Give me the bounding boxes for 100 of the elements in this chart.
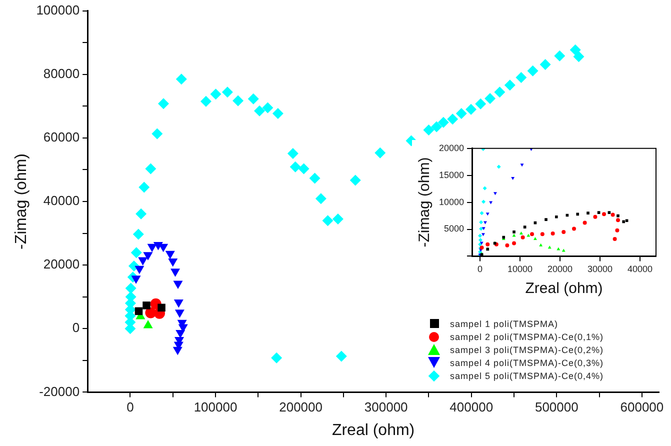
point <box>138 182 150 193</box>
point <box>530 232 534 236</box>
point <box>615 228 620 232</box>
point <box>625 219 628 222</box>
point <box>573 51 584 62</box>
point <box>550 232 555 236</box>
x-axis-title: Zreal (ohm) <box>332 422 415 439</box>
x-tick-label: 400000 <box>450 400 494 415</box>
point <box>616 214 620 218</box>
point <box>254 105 266 116</box>
point <box>481 233 485 236</box>
x-tick-label: 200000 <box>279 400 322 415</box>
point <box>544 218 548 221</box>
x-tick-label: 100000 <box>194 400 238 415</box>
point <box>582 220 587 225</box>
point <box>483 221 487 224</box>
point <box>315 193 326 204</box>
point <box>130 247 142 258</box>
point <box>516 72 527 84</box>
point <box>138 257 148 266</box>
point <box>555 215 558 218</box>
y-tick-label: 0 <box>72 320 80 336</box>
x-tick-label: 300000 <box>364 400 408 415</box>
point <box>482 186 487 190</box>
point <box>174 300 184 308</box>
x-tick-label: 20000 <box>548 264 573 274</box>
point <box>519 232 523 235</box>
point <box>512 230 516 234</box>
point <box>125 282 136 294</box>
point <box>200 96 212 107</box>
point <box>147 244 157 252</box>
point <box>210 88 222 100</box>
point <box>597 211 600 214</box>
point <box>548 246 552 249</box>
y-axis-title: -Zimag (ohm) <box>416 157 434 248</box>
y-tick-label: 10000 <box>438 196 464 207</box>
legend-label: sampel 1 poli(TMSPMA) <box>450 318 558 329</box>
x-tick-label: 0 <box>126 400 134 415</box>
legend-label: sampel 2 poli(TMSPMA)-Ce(0,1%) <box>450 332 604 342</box>
point <box>466 104 477 115</box>
point <box>572 226 576 231</box>
point <box>602 212 606 216</box>
point <box>504 80 516 91</box>
point <box>290 161 301 172</box>
point <box>172 346 182 356</box>
point <box>165 250 175 260</box>
point <box>158 98 169 110</box>
point <box>520 164 524 167</box>
point <box>222 86 233 98</box>
x-tick-label: 0 <box>478 264 483 274</box>
y-tick-label: -20000 <box>39 384 80 399</box>
point <box>298 163 310 174</box>
point <box>562 248 566 252</box>
point <box>143 252 153 260</box>
point <box>505 243 510 248</box>
point <box>610 212 615 217</box>
point <box>478 238 482 242</box>
point <box>486 242 490 246</box>
point <box>174 310 184 318</box>
point <box>539 243 543 246</box>
point <box>431 121 442 132</box>
point <box>523 226 526 229</box>
x-tick-label: 10000 <box>508 264 533 274</box>
point <box>423 124 434 136</box>
point <box>482 227 486 230</box>
point <box>350 174 361 186</box>
point <box>484 93 496 104</box>
point <box>134 266 144 274</box>
point <box>540 59 551 70</box>
point <box>271 352 282 364</box>
point <box>512 241 516 246</box>
point <box>287 148 298 160</box>
point <box>496 164 501 169</box>
point <box>142 302 150 310</box>
point <box>533 236 537 240</box>
point <box>132 228 144 240</box>
point <box>438 116 449 128</box>
point <box>527 65 538 76</box>
x-tick-label: 40000 <box>627 264 653 274</box>
y-tick-label: 20000 <box>438 142 464 153</box>
y-tick-label: 100000 <box>36 2 80 18</box>
point <box>622 220 626 224</box>
point <box>131 276 141 284</box>
point <box>494 86 506 98</box>
point <box>136 208 147 220</box>
point <box>262 102 274 114</box>
point <box>480 211 484 216</box>
point <box>511 177 515 180</box>
point <box>176 330 186 338</box>
point <box>158 304 166 312</box>
legend-label: sampel 4 poli(TMSPMA)-Ce(0,3%) <box>450 358 604 368</box>
point <box>482 200 486 204</box>
point <box>479 226 484 231</box>
x-tick-label: 30000 <box>587 264 613 274</box>
point <box>158 244 168 252</box>
point <box>447 114 458 125</box>
point <box>173 280 183 289</box>
point <box>374 147 386 158</box>
y-tick-label: 80000 <box>43 66 80 81</box>
point <box>608 211 611 214</box>
